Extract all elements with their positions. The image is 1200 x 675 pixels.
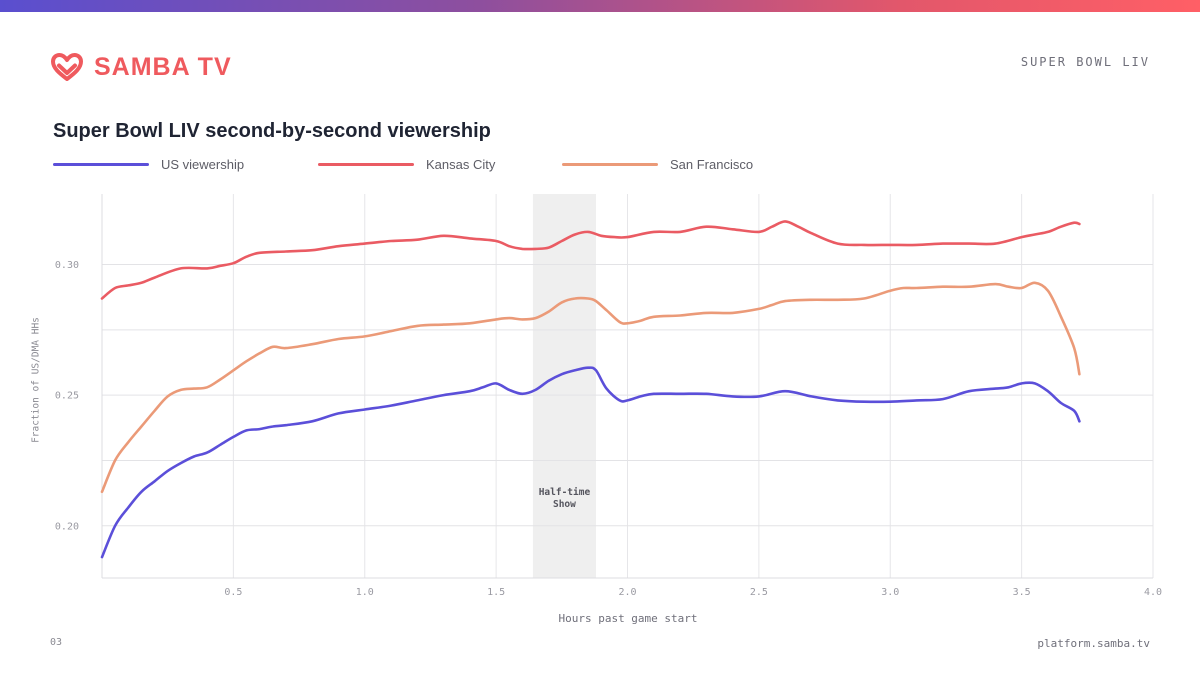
- page-number: 03: [50, 637, 63, 648]
- series-line-san-francisco: [100, 281, 1081, 494]
- heart-logo-icon: [51, 53, 83, 81]
- chart-title: Super Bowl LIV second-by-second viewersh…: [53, 120, 491, 142]
- legend-item-us: US viewership: [53, 157, 244, 172]
- x-tick-label: 4.0: [1144, 587, 1162, 598]
- samba-tv-logo: SAMBA TV: [50, 52, 232, 82]
- series-line-us-viewership: [100, 366, 1081, 559]
- chart-legend: US viewership Kansas City San Francisco: [53, 157, 953, 177]
- top-gradient-bar: [0, 0, 1200, 12]
- legend-item-san-francisco: San Francisco: [562, 157, 753, 172]
- legend-label-san-francisco: San Francisco: [670, 157, 754, 172]
- legend-swatch-san-francisco: [562, 163, 658, 166]
- brand-name: SAMBA TV: [94, 52, 232, 81]
- halftime-label-line-1: Show: [553, 499, 576, 510]
- x-tick-label: 0.5: [224, 587, 242, 598]
- legend-label-us: US viewership: [161, 157, 245, 172]
- deck-section-tag: SUPER BOWL LIV: [1020, 55, 1150, 69]
- series-line-kansas-city: [100, 220, 1081, 300]
- x-tick-label: 1.0: [356, 587, 374, 598]
- x-axis-label: Hours past game start: [558, 612, 698, 625]
- y-tick-label: 0.30: [55, 260, 79, 271]
- y-tick-label: 0.20: [55, 521, 79, 532]
- legend-item-kansas-city: Kansas City: [318, 157, 495, 172]
- legend-swatch-kansas-city: [318, 163, 414, 166]
- footer-url: platform.samba.tv: [1037, 637, 1150, 650]
- halftime-label-line-0: Half-time: [539, 487, 591, 498]
- legend-swatch-us: [53, 163, 149, 166]
- x-tick-label: 2.0: [618, 587, 636, 598]
- x-tick-label: 2.5: [750, 587, 768, 598]
- legend-label-kansas-city: Kansas City: [426, 157, 496, 172]
- x-tick-label: 1.5: [487, 587, 505, 598]
- x-tick-label: 3.5: [1013, 587, 1031, 598]
- y-axis-label: Fraction of US/DMA HHs: [30, 317, 42, 443]
- x-tick-label: 3.0: [881, 587, 899, 598]
- y-tick-label: 0.25: [55, 391, 79, 402]
